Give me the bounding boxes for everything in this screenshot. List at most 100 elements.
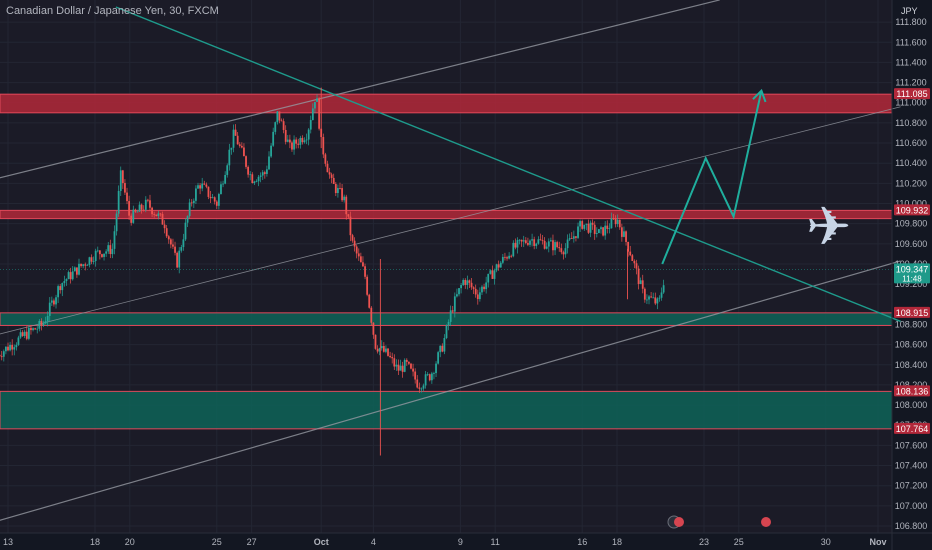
event-markers bbox=[667, 515, 771, 529]
price-badge-109.347[interactable] bbox=[894, 263, 930, 284]
zone-demand-low[interactable] bbox=[0, 390, 893, 430]
event-marker-flag-icon[interactable] bbox=[674, 517, 684, 527]
channel-upper[interactable] bbox=[0, 0, 720, 179]
price-axis-tick-label: 110.200 bbox=[895, 178, 927, 188]
candle-body bbox=[63, 281, 66, 284]
candle-body bbox=[643, 288, 646, 300]
time-axis-tick-label: 27 bbox=[247, 537, 257, 547]
candle-body bbox=[90, 257, 93, 262]
candle-body bbox=[614, 218, 617, 225]
candle-body bbox=[337, 188, 339, 194]
price-axis-tick-label: 110.600 bbox=[895, 138, 927, 148]
currency-label[interactable]: JPY bbox=[901, 6, 918, 16]
candle-body bbox=[514, 242, 517, 248]
candle-body bbox=[207, 186, 210, 197]
price-badge-value: 108.915 bbox=[896, 308, 929, 318]
price-badge-value: 109.347 bbox=[896, 264, 929, 274]
candle-body bbox=[245, 156, 247, 167]
candle-body bbox=[180, 247, 183, 251]
time-axis-tick-label: 4 bbox=[371, 537, 376, 547]
candle-body bbox=[462, 279, 465, 286]
candle-body bbox=[637, 268, 640, 285]
candle-body bbox=[203, 183, 206, 185]
candle-body bbox=[485, 282, 488, 290]
candle-body bbox=[217, 194, 220, 206]
candle-body bbox=[146, 199, 149, 201]
candle-body bbox=[144, 199, 147, 210]
candle-body bbox=[124, 183, 126, 193]
candle-body bbox=[161, 213, 164, 225]
time-axis-tick-label: Oct bbox=[314, 537, 329, 547]
candle-body bbox=[510, 255, 513, 257]
candle-body bbox=[547, 241, 550, 247]
candle-body bbox=[556, 242, 559, 248]
candle-body bbox=[61, 283, 64, 291]
candle-body bbox=[301, 137, 304, 143]
candle-body bbox=[345, 196, 348, 215]
candle-body bbox=[309, 119, 312, 130]
candle-body bbox=[478, 292, 481, 300]
candle-body bbox=[602, 227, 604, 236]
candle-body bbox=[311, 108, 314, 120]
symbol-title[interactable]: Canadian Dollar / Japanese Yen, 30, FXCM bbox=[6, 5, 219, 17]
candle-body bbox=[7, 346, 9, 351]
candle-body bbox=[238, 144, 241, 146]
candle-body bbox=[105, 251, 108, 254]
candle-body bbox=[426, 374, 429, 376]
price-badge-109.932[interactable] bbox=[894, 204, 930, 216]
event-marker-flag-icon[interactable] bbox=[761, 517, 771, 527]
candle-body bbox=[543, 240, 546, 249]
candle-body bbox=[518, 239, 521, 241]
candle-body bbox=[623, 231, 625, 237]
candle-body bbox=[261, 172, 264, 176]
candle-body bbox=[199, 185, 201, 189]
price-axis-tick-label: 110.400 bbox=[895, 158, 927, 168]
candle-body bbox=[288, 139, 291, 143]
candle-body bbox=[430, 373, 433, 381]
candle-body bbox=[618, 219, 621, 228]
price-badge-108.136[interactable] bbox=[894, 385, 930, 397]
candle-body bbox=[583, 224, 586, 229]
time-axis-tick-label: 25 bbox=[212, 537, 222, 547]
candle-body bbox=[357, 253, 360, 257]
price-badge-111.085[interactable] bbox=[894, 88, 930, 100]
candle-body bbox=[192, 200, 195, 204]
candle-body bbox=[491, 270, 494, 279]
candle-body bbox=[443, 338, 446, 352]
candle-body bbox=[339, 188, 341, 189]
price-badge-108.915[interactable] bbox=[894, 306, 930, 318]
candle-body bbox=[46, 315, 49, 322]
candle-body bbox=[362, 262, 364, 267]
candle-body bbox=[40, 320, 43, 326]
candle-body bbox=[397, 364, 400, 371]
candle-body bbox=[268, 156, 270, 170]
candle-body bbox=[249, 174, 252, 176]
candle-body bbox=[234, 129, 237, 136]
price-axis-tick-label: 106.800 bbox=[895, 521, 928, 531]
time-axis-tick-label: 13 bbox=[3, 537, 13, 547]
candle-body bbox=[286, 139, 289, 142]
candle-body bbox=[130, 215, 133, 223]
candle-body bbox=[253, 181, 256, 184]
channel-lower[interactable] bbox=[0, 260, 901, 521]
candle-body bbox=[520, 239, 523, 242]
candle-body bbox=[359, 256, 362, 263]
candle-body bbox=[483, 286, 485, 290]
candle-body bbox=[44, 321, 47, 324]
candle-body bbox=[13, 347, 16, 350]
candle-body bbox=[15, 344, 18, 348]
price-badge-107.764[interactable] bbox=[894, 422, 930, 434]
candle-body bbox=[445, 325, 448, 339]
candle-body bbox=[291, 142, 293, 150]
candle-body bbox=[215, 201, 218, 206]
candle-body bbox=[295, 139, 298, 144]
candle-body bbox=[111, 248, 114, 255]
candle-body bbox=[456, 294, 458, 297]
zone-demand-mid[interactable] bbox=[0, 312, 893, 326]
candle-body bbox=[115, 213, 118, 232]
candle-body bbox=[428, 374, 431, 381]
projection-path[interactable] bbox=[661, 90, 763, 265]
trend-line[interactable] bbox=[115, 6, 901, 323]
candle-body bbox=[399, 365, 402, 371]
